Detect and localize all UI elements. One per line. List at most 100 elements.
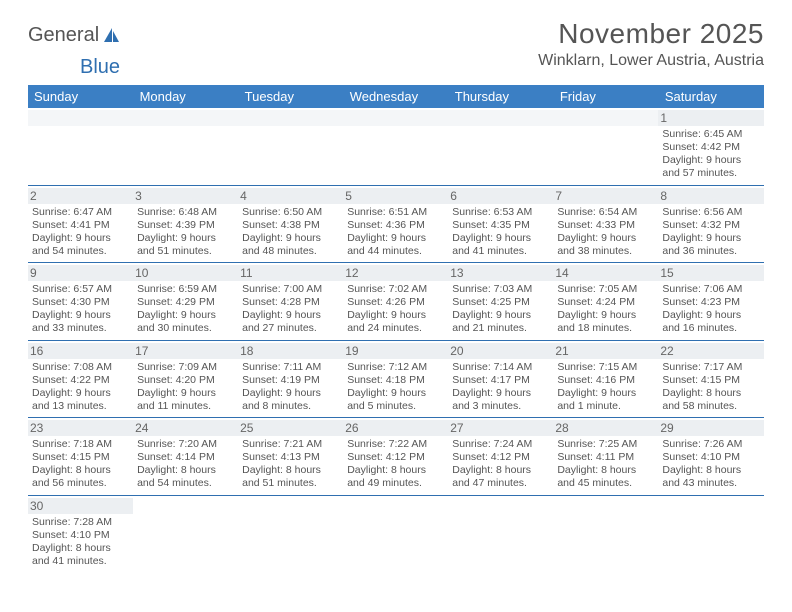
calendar-day-cell: 20 Sunrise: 7:14 AMSunset: 4:17 PMDayligh… (448, 340, 553, 418)
day-data: Sunrise: 6:59 AMSunset: 4:29 PMDaylight:… (137, 283, 234, 336)
day-number (133, 110, 238, 126)
calendar-week-row: 1 Sunrise: 6:45 AMSunset: 4:42 PMDaylight… (28, 108, 764, 185)
calendar-day-cell: 18 Sunrise: 7:11 AMSunset: 4:19 PMDayligh… (238, 340, 343, 418)
calendar-day-cell (238, 495, 343, 572)
day-number: 23 (28, 420, 133, 436)
day-data: Sunrise: 7:00 AMSunset: 4:28 PMDaylight:… (242, 283, 339, 336)
calendar-day-cell: 13Sunrise: 7:03 AMSunset: 4:25 PMDayligh… (448, 263, 553, 341)
day-data: Sunrise: 7:11 AMSunset: 4:19 PMDaylight:… (242, 361, 339, 414)
day-data: Sunrise: 7:22 AMSunset: 4:12 PMDaylight:… (347, 438, 444, 491)
day-data: Sunrise: 7:28 AMSunset: 4:10 PMDaylight:… (32, 516, 129, 569)
calendar-day-cell: 16Sunrise: 7:08 AMSunset: 4:22 PMDayligh… (28, 340, 133, 418)
weekday-header: Monday (133, 85, 238, 108)
calendar-day-cell: 10 Sunrise: 6:59 AMSunset: 4:29 PMDayligh… (133, 263, 238, 341)
day-data: Sunrise: 7:08 AMSunset: 4:22 PMDaylight:… (32, 361, 129, 414)
day-number: 1 (658, 110, 763, 126)
day-data: Sunrise: 7:05 AMSunset: 4:24 PMDaylight:… (557, 283, 654, 336)
day-data: Sunrise: 7:09 AMSunset: 4:20 PMDaylight:… (137, 361, 234, 414)
day-number: 28 (553, 420, 658, 436)
day-data: Sunrise: 7:26 AMSunset: 4:10 PMDaylight:… (662, 438, 759, 491)
calendar-day-cell (28, 108, 133, 185)
day-number (238, 110, 343, 126)
calendar-day-cell: 1 Sunrise: 6:45 AMSunset: 4:42 PMDaylight… (658, 108, 763, 185)
calendar-day-cell (343, 108, 448, 185)
day-data: Sunrise: 6:47 AMSunset: 4:41 PMDaylight:… (32, 206, 129, 259)
day-number: 11 (238, 265, 343, 281)
day-number: 4 (238, 188, 343, 204)
day-number: 20 (448, 343, 553, 359)
calendar-day-cell (448, 108, 553, 185)
calendar-day-cell: 12Sunrise: 7:02 AMSunset: 4:26 PMDayligh… (343, 263, 448, 341)
day-data: Sunrise: 6:51 AMSunset: 4:36 PMDaylight:… (347, 206, 444, 259)
day-data: Sunrise: 7:18 AMSunset: 4:15 PMDaylight:… (32, 438, 129, 491)
day-number: 26 (343, 420, 448, 436)
day-number: 10 (133, 265, 238, 281)
day-number: 30 (28, 498, 133, 514)
day-data: Sunrise: 7:14 AMSunset: 4:17 PMDaylight:… (452, 361, 549, 414)
calendar-day-cell (133, 495, 238, 572)
calendar-day-cell (553, 495, 658, 572)
day-data: Sunrise: 7:12 AMSunset: 4:18 PMDaylight:… (347, 361, 444, 414)
day-number: 15 (658, 265, 763, 281)
calendar-day-cell: 2 Sunrise: 6:47 AMSunset: 4:41 PMDaylight… (28, 185, 133, 263)
calendar-day-cell (133, 108, 238, 185)
calendar-week-row: 2 Sunrise: 6:47 AMSunset: 4:41 PMDaylight… (28, 185, 764, 263)
day-data: Sunrise: 6:45 AMSunset: 4:42 PMDaylight:… (662, 128, 759, 181)
day-data: Sunrise: 7:17 AMSunset: 4:15 PMDaylight:… (662, 361, 759, 414)
day-number: 17 (133, 343, 238, 359)
day-data: Sunrise: 7:06 AMSunset: 4:23 PMDaylight:… (662, 283, 759, 336)
month-title: November 2025 (538, 18, 764, 50)
weekday-header: Sunday (28, 85, 133, 108)
calendar-day-cell: 5 Sunrise: 6:51 AMSunset: 4:36 PMDaylight… (343, 185, 448, 263)
day-number: 21 (553, 343, 658, 359)
day-number: 9 (28, 265, 133, 281)
day-number (343, 110, 448, 126)
calendar-day-cell: 14 Sunrise: 7:05 AMSunset: 4:24 PMDayligh… (553, 263, 658, 341)
calendar-day-cell: 11 Sunrise: 7:00 AMSunset: 4:28 PMDayligh… (238, 263, 343, 341)
calendar-week-row: 16Sunrise: 7:08 AMSunset: 4:22 PMDayligh… (28, 340, 764, 418)
day-data: Sunrise: 7:20 AMSunset: 4:14 PMDaylight:… (137, 438, 234, 491)
calendar-day-cell: 21Sunrise: 7:15 AMSunset: 4:16 PMDayligh… (553, 340, 658, 418)
calendar-day-cell: 8Sunrise: 6:56 AMSunset: 4:32 PMDaylight… (658, 185, 763, 263)
weekday-header: Wednesday (343, 85, 448, 108)
day-number (553, 110, 658, 126)
calendar-day-cell: 22Sunrise: 7:17 AMSunset: 4:15 PMDayligh… (658, 340, 763, 418)
calendar-day-cell: 4 Sunrise: 6:50 AMSunset: 4:38 PMDaylight… (238, 185, 343, 263)
calendar-day-cell: 27Sunrise: 7:24 AMSunset: 4:12 PMDayligh… (448, 418, 553, 496)
day-number: 18 (238, 343, 343, 359)
day-number: 14 (553, 265, 658, 281)
day-number: 29 (658, 420, 763, 436)
weekday-header: Friday (553, 85, 658, 108)
title-block: November 2025 Winklarn, Lower Austria, A… (538, 18, 764, 70)
calendar-header-row: SundayMondayTuesdayWednesdayThursdayFrid… (28, 85, 764, 108)
weekday-header: Saturday (658, 85, 763, 108)
day-data: Sunrise: 6:50 AMSunset: 4:38 PMDaylight:… (242, 206, 339, 259)
day-number: 2 (28, 188, 133, 204)
day-number (28, 110, 133, 126)
calendar-day-cell: 30 Sunrise: 7:28 AMSunset: 4:10 PMDayligh… (28, 495, 133, 572)
day-number: 19 (343, 343, 448, 359)
calendar-week-row: 9 Sunrise: 6:57 AMSunset: 4:30 PMDaylight… (28, 263, 764, 341)
calendar-day-cell: 28Sunrise: 7:25 AMSunset: 4:11 PMDayligh… (553, 418, 658, 496)
location: Winklarn, Lower Austria, Austria (538, 52, 764, 70)
day-number: 5 (343, 188, 448, 204)
calendar-day-cell: 26 Sunrise: 7:22 AMSunset: 4:12 PMDayligh… (343, 418, 448, 496)
day-number (448, 110, 553, 126)
day-data: Sunrise: 6:57 AMSunset: 4:30 PMDaylight:… (32, 283, 129, 336)
day-data: Sunrise: 6:53 AMSunset: 4:35 PMDaylight:… (452, 206, 549, 259)
calendar-day-cell: 15 Sunrise: 7:06 AMSunset: 4:23 PMDayligh… (658, 263, 763, 341)
calendar-day-cell: 23 Sunrise: 7:18 AMSunset: 4:15 PMDayligh… (28, 418, 133, 496)
calendar-day-cell: 7Sunrise: 6:54 AMSunset: 4:33 PMDaylight… (553, 185, 658, 263)
calendar-day-cell (238, 108, 343, 185)
day-number: 8 (658, 188, 763, 204)
day-number: 12 (343, 265, 448, 281)
calendar-day-cell: 19 Sunrise: 7:12 AMSunset: 4:18 PMDayligh… (343, 340, 448, 418)
calendar-day-cell: 25Sunrise: 7:21 AMSunset: 4:13 PMDayligh… (238, 418, 343, 496)
day-number: 27 (448, 420, 553, 436)
day-number: 3 (133, 188, 238, 204)
day-data: Sunrise: 6:54 AMSunset: 4:33 PMDaylight:… (557, 206, 654, 259)
day-data: Sunrise: 7:21 AMSunset: 4:13 PMDaylight:… (242, 438, 339, 491)
calendar-day-cell (448, 495, 553, 572)
weekday-header: Thursday (448, 85, 553, 108)
logo: General (28, 24, 122, 47)
